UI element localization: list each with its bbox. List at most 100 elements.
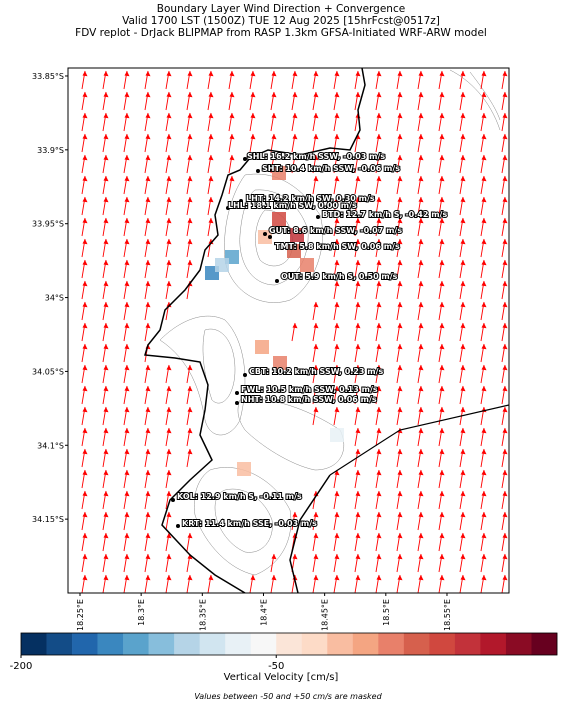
wind-arrow-head	[481, 302, 487, 308]
wind-arrow-head	[229, 155, 235, 161]
wind-arrow-head	[439, 386, 445, 392]
colorbar-bin	[199, 633, 226, 655]
wind-arrow-head	[187, 407, 193, 413]
wind-arrow-head	[439, 407, 445, 413]
wind-arrow-head	[355, 281, 361, 287]
colorbar-bin	[148, 633, 175, 655]
wind-arrow-head	[313, 386, 319, 392]
wind-arrow-head	[460, 134, 466, 140]
wind-arrow-head	[397, 491, 403, 497]
wind-arrow-head	[376, 512, 382, 518]
wind-arrow-head	[271, 554, 277, 560]
x-tick-label: 18.55°E	[443, 599, 452, 631]
wind-arrow-head	[271, 575, 277, 581]
wind-arrow-head	[187, 239, 193, 245]
colorbar-bin	[225, 633, 252, 655]
wind-arrow-head	[460, 470, 466, 476]
wind-arrow-head	[418, 176, 424, 182]
wind-arrow-head	[502, 218, 508, 224]
wind-arrow-head	[502, 176, 508, 182]
x-tick-label: 18.25°E	[76, 599, 85, 631]
colorbar-bin	[327, 633, 354, 655]
wind-arrow-head	[397, 512, 403, 518]
wind-arrow-head	[124, 92, 130, 98]
wind-arrow-head	[481, 218, 487, 224]
wind-arrow-head	[439, 428, 445, 434]
wind-arrow-head	[292, 92, 298, 98]
wind-arrow-head	[376, 239, 382, 245]
station-marker	[316, 215, 320, 219]
wind-arrow-head	[166, 176, 172, 182]
wind-arrow-head	[502, 197, 508, 203]
wind-arrow-head	[481, 533, 487, 539]
wind-arrow-head	[418, 113, 424, 119]
wind-arrow-head	[187, 134, 193, 140]
vv-cell	[290, 228, 304, 242]
wind-arrow-head	[397, 449, 403, 455]
wind-arrow-head	[187, 575, 193, 581]
wind-arrow-head	[82, 575, 88, 581]
colorbar-frame	[20, 632, 558, 656]
wind-arrow-head	[376, 281, 382, 287]
wind-arrow-head	[460, 92, 466, 98]
wind-arrow-head	[82, 323, 88, 329]
wind-arrow-head	[502, 302, 508, 308]
station-marker	[226, 206, 230, 210]
wind-arrow-head	[439, 344, 445, 350]
wind-arrow-head	[481, 512, 487, 518]
wind-arrow-head	[145, 197, 151, 203]
wind-arrow-head	[82, 428, 88, 434]
y-tick-label: 34.15°S	[32, 515, 64, 524]
wind-arrow-head	[460, 512, 466, 518]
wind-arrow-head	[460, 113, 466, 119]
wind-arrow-head	[481, 155, 487, 161]
wind-arrow-head	[481, 197, 487, 203]
wind-arrow-head	[187, 533, 193, 539]
wind-arrow-head	[334, 92, 340, 98]
wind-arrow-head	[124, 491, 130, 497]
colorbar-bin	[505, 633, 532, 655]
wind-arrow-head	[145, 176, 151, 182]
wind-arrow-head	[397, 554, 403, 560]
colorbar-bin	[72, 633, 98, 655]
wind-arrow-head	[82, 302, 88, 308]
wind-arrow-head	[502, 575, 508, 581]
colorbar-bin	[97, 633, 124, 655]
y-tick-label: 34.1°S	[37, 441, 64, 450]
wind-arrow-head	[292, 155, 298, 161]
colorbar-tick-label: -200	[10, 661, 33, 672]
y-tick-label: 34°S	[45, 294, 64, 303]
wind-arrow-head	[313, 365, 319, 371]
wind-arrow-head	[334, 491, 340, 497]
wind-arrow-head	[82, 554, 88, 560]
wind-arrow-head	[208, 176, 214, 182]
wind-arrow-head	[376, 71, 382, 77]
wind-arrow-head	[145, 533, 151, 539]
wind-arrow-head	[292, 71, 298, 77]
wind-arrow-head	[334, 176, 340, 182]
wind-arrow-head	[145, 239, 151, 245]
wind-arrow-head	[502, 554, 508, 560]
wind-arrow-head	[166, 155, 172, 161]
wind-arrow-head	[166, 428, 172, 434]
station-label: LHL: 18.1 km/h SW, 0.00 m/s	[228, 201, 357, 210]
wind-arrow-head	[376, 218, 382, 224]
wind-arrow-head	[397, 134, 403, 140]
wind-arrow-head	[460, 239, 466, 245]
wind-arrow-head	[187, 386, 193, 392]
wind-arrows	[81, 70, 508, 593]
wind-arrow-head	[502, 344, 508, 350]
station-label: CBT: 10.2 km/h SSW, 0.23 m/s	[249, 367, 383, 376]
wind-arrow-head	[334, 470, 340, 476]
wind-arrow-head	[334, 344, 340, 350]
wind-arrow-head	[166, 407, 172, 413]
wind-arrow-head	[355, 512, 361, 518]
wind-arrow-head	[103, 155, 109, 161]
station-label: GUT: 8.6 km/h SSW, -0.07 m/s	[269, 226, 402, 235]
wind-arrow-head	[397, 575, 403, 581]
x-tick-label: 18.4°E	[259, 599, 268, 626]
wind-arrow-head	[166, 512, 172, 518]
wind-arrow-head	[397, 113, 403, 119]
colorbar-bin	[21, 633, 47, 655]
